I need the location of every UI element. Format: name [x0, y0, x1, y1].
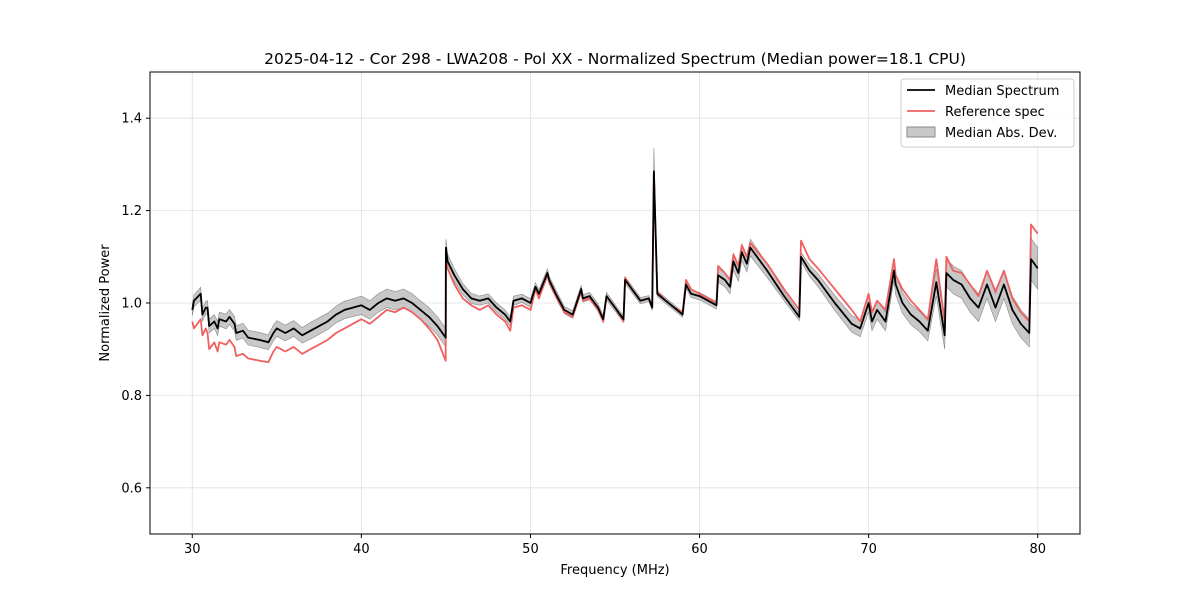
x-axis: 30 40 50 60 70 80 [184, 534, 1046, 557]
legend-box [900, 78, 1075, 148]
y-tick-label: 1.2 [121, 204, 142, 219]
y-tick-label: 0.6 [121, 481, 142, 496]
legend-band-label: Median Abs. Dev. [945, 126, 1057, 141]
y-tick-label: 0.8 [121, 389, 142, 404]
legend-median-label: Median Spectrum [945, 84, 1059, 99]
x-tick-label: 60 [691, 542, 708, 557]
y-tick-label: 1.4 [121, 112, 142, 127]
median-spectrum-line [191, 170, 1039, 344]
x-tick-label: 70 [860, 542, 877, 557]
y-axis: 0.6 0.8 1.0 1.2 1.4 [121, 112, 150, 496]
x-axis-label: Frequency (MHz) [560, 563, 669, 578]
plot-area [191, 148, 1039, 364]
y-axis-label: Normalized Power [98, 244, 113, 362]
y-tick-label: 1.0 [121, 297, 142, 312]
x-tick-label: 80 [1029, 542, 1046, 557]
legend-reference-label: Reference spec [945, 105, 1045, 120]
x-tick-label: 40 [353, 542, 370, 557]
x-tick-label: 30 [184, 542, 201, 557]
legend: Median Spectrum Reference spec Median Ab… [900, 78, 1075, 148]
reference-spectrum-line [191, 172, 1039, 364]
x-tick-label: 50 [522, 542, 539, 557]
chart-title: 2025-04-12 - Cor 298 - LWA208 - Pol XX -… [264, 50, 966, 68]
legend-band-swatch [906, 126, 936, 138]
